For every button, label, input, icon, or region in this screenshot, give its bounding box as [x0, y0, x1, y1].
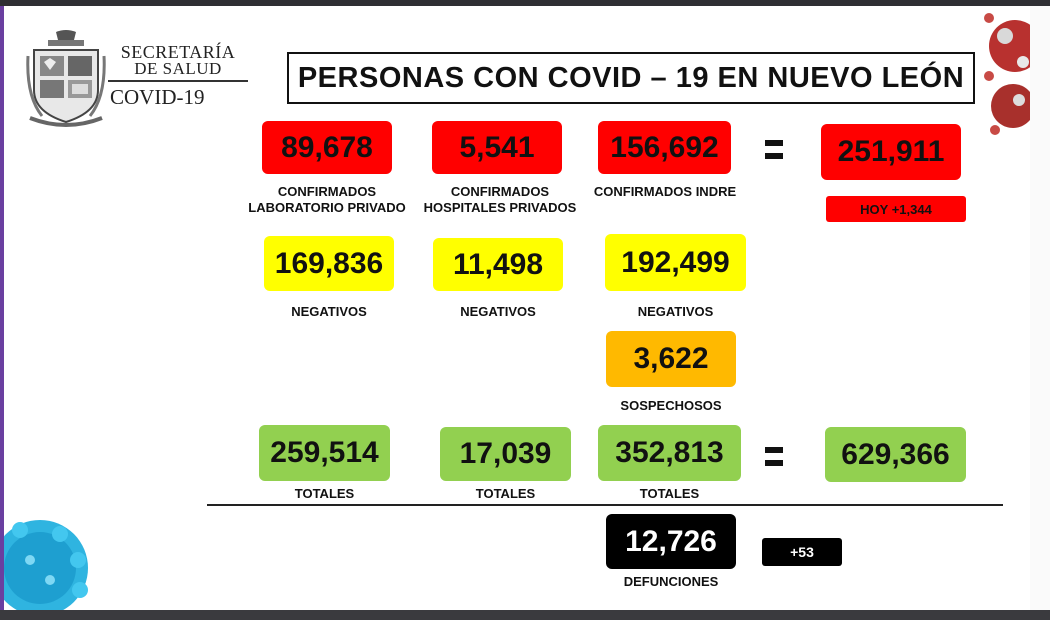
confirmed-private-hospitals-value: 5,541: [432, 121, 562, 174]
suspects-value: 3,622: [606, 331, 736, 387]
suspects-label: SOSPECHOSOS: [620, 398, 722, 413]
state-crest-icon: [26, 30, 106, 127]
equals-icon: [765, 140, 783, 160]
org-line-2: DE SALUD: [134, 59, 222, 78]
divider-line: [207, 504, 1003, 506]
org-name: SECRETARÍA DE SALUD COVID-19: [108, 42, 248, 109]
top-bar: [0, 0, 1050, 6]
org-line-3: COVID-19: [110, 85, 205, 109]
page-title: PERSONAS CON COVID – 19 EN NUEVO LEÓN: [297, 61, 965, 94]
grand-total-value: 629,366: [825, 427, 966, 482]
label-line: LABORATORIO PRIVADO: [248, 200, 406, 215]
negatives-private-lab-label: NEGATIVOS: [291, 304, 367, 319]
page-title-box: PERSONAS CON COVID – 19 EN NUEVO LEÓN: [287, 52, 975, 104]
negatives-indre-label: NEGATIVOS: [637, 304, 714, 319]
negatives-indre-value: 192,499: [605, 234, 746, 291]
totals-private-lab-value: 259,514: [259, 425, 390, 481]
deaths-today-badge: +53: [762, 538, 842, 566]
negatives-private-hospitals-value: 11,498: [433, 238, 563, 291]
totals-indre-value: 352,813: [598, 425, 741, 481]
confirmed-today-badge: HOY +1,344: [826, 196, 966, 222]
infographic-slide: SECRETARÍA DE SALUD COVID-19 PERSONAS CO…: [0, 6, 1030, 610]
negatives-private-hospitals-label: NEGATIVOS: [460, 304, 536, 319]
confirmed-private-hospitals-label: CONFIRMADOS HOSPITALES PRIVADOS: [418, 184, 582, 216]
negatives-private-lab-value: 169,836: [264, 236, 394, 291]
org-line-1: SECRETARÍA: [120, 42, 236, 62]
confirmed-indre-value: 156,692: [598, 121, 731, 174]
right-margin: [1030, 6, 1050, 610]
equals-icon: [765, 447, 783, 467]
label-line: HOSPITALES PRIVADOS: [423, 200, 577, 215]
org-rule: [108, 80, 248, 82]
confirmed-total-value: 251,911: [821, 124, 961, 180]
totals-private-lab-label: TOTALES: [294, 486, 355, 501]
virus-icon: [4, 520, 88, 610]
deaths-label: DEFUNCIONES: [623, 574, 719, 589]
totals-private-hospitals-value: 17,039: [440, 427, 571, 481]
bottom-bar: [0, 610, 1050, 620]
deaths-value: 12,726: [606, 514, 736, 569]
confirmed-private-lab-label: CONFIRMADOS LABORATORIO PRIVADO: [238, 184, 416, 216]
totals-private-hospitals-label: TOTALES: [475, 486, 536, 501]
label-line: CONFIRMADOS: [450, 184, 550, 199]
virus-icon: [984, 13, 1030, 135]
totals-indre-label: TOTALES: [639, 486, 700, 501]
confirmed-private-lab-value: 89,678: [262, 121, 392, 174]
confirmed-indre-label: CONFIRMADOS INDRE: [593, 184, 737, 199]
label-line: CONFIRMADOS: [277, 184, 377, 199]
